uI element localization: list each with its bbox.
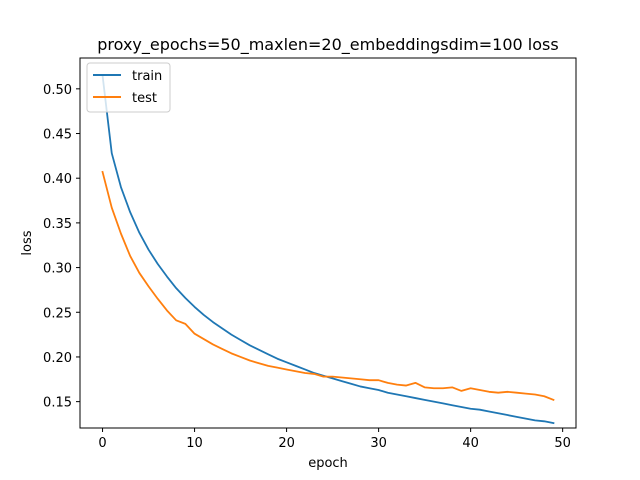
x-tick-label: 20 xyxy=(278,436,295,451)
y-tick-label: 0.40 xyxy=(43,172,72,187)
x-tick-label: 50 xyxy=(554,436,571,451)
x-tick-label: 40 xyxy=(462,436,479,451)
chart-title: proxy_epochs=50_maxlen=20_embeddingsdim=… xyxy=(97,35,558,55)
y-tick-label: 0.30 xyxy=(43,262,72,277)
x-tick-label: 0 xyxy=(98,436,106,451)
y-tick-label: 0.50 xyxy=(43,83,72,98)
series-layer xyxy=(101,74,555,425)
x-tick-label: 30 xyxy=(370,436,387,451)
y-tick-label: 0.15 xyxy=(43,396,72,411)
legend-label-train: train xyxy=(132,69,162,84)
x-axis-label: epoch xyxy=(308,456,348,471)
y-tick-label: 0.35 xyxy=(43,217,72,232)
plot-area xyxy=(80,58,576,428)
x-tick-label: 10 xyxy=(186,436,203,451)
plot-frame xyxy=(79,57,577,429)
series-line-test xyxy=(101,170,555,402)
y-tick-label: 0.45 xyxy=(43,128,72,143)
x-axis: 0 10 20 30 40 50 xyxy=(98,428,571,451)
y-tick-label: 0.25 xyxy=(43,306,72,321)
y-axis-label: loss xyxy=(20,230,35,255)
y-axis: 0.15 0.20 0.25 0.30 0.35 0.40 0.45 0.50 xyxy=(43,83,80,411)
y-tick-label: 0.20 xyxy=(43,351,72,366)
legend: train test xyxy=(86,62,171,113)
legend-label-test: test xyxy=(132,91,157,106)
